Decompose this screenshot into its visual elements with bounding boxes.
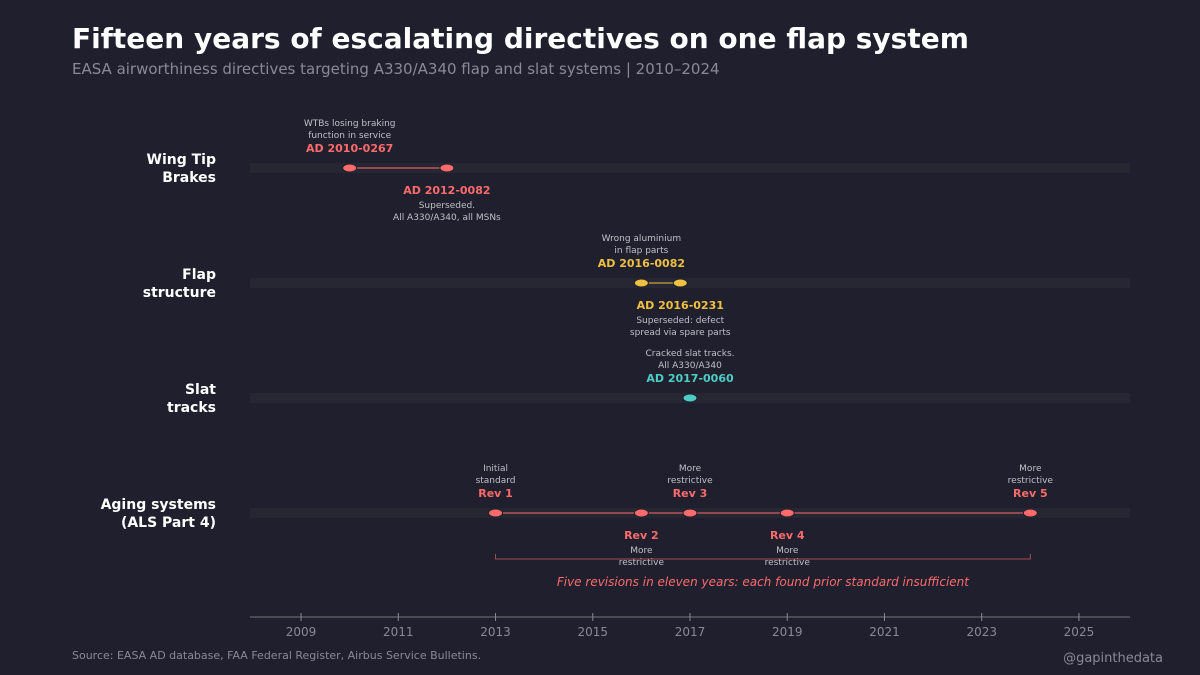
event-marker (672, 278, 688, 288)
x-tick-label: 2021 (869, 625, 900, 639)
event-title: Rev 3 (673, 487, 708, 500)
event-note: function in service (308, 131, 391, 141)
row-label: (ALS Part 4) (121, 515, 216, 531)
x-tick-label: 2023 (966, 625, 997, 639)
row-label: tracks (167, 400, 216, 416)
event-note: Wrong aluminium (602, 234, 681, 244)
x-tick-label: 2011 (383, 625, 414, 639)
row-label: Brakes (162, 170, 216, 186)
event-title: AD 2017-0060 (646, 372, 734, 385)
event-marker (342, 163, 358, 173)
event-note: WTBs losing braking (304, 119, 396, 129)
event-note: in flap parts (614, 246, 668, 256)
annotation-bracket (495, 554, 1031, 560)
row-label: structure (143, 285, 216, 301)
x-tick-label: 2025 (1064, 625, 1095, 639)
source-note: Source: EASA AD database, FAA Federal Re… (72, 649, 482, 662)
event-title: AD 2016-0231 (637, 299, 724, 312)
event-note: spread via spare parts (630, 328, 731, 338)
x-tick-label: 2013 (480, 625, 511, 639)
row-track (250, 278, 1130, 288)
event-note: All A330/A340, all MSNs (393, 213, 501, 223)
event-note: Superseded. (419, 201, 475, 211)
row-label: Slat (185, 382, 216, 398)
event-note: Cracked slat tracks. (646, 349, 735, 359)
chart-title: Fifteen years of escalating directives o… (72, 22, 969, 55)
event-title: Rev 5 (1013, 487, 1048, 500)
row-label: Flap (182, 267, 216, 283)
x-tick-label: 2015 (577, 625, 608, 639)
event-note: All A330/A340 (658, 361, 722, 371)
x-tick-label: 2017 (675, 625, 706, 639)
event-marker (1022, 508, 1038, 518)
event-note: restrictive (667, 476, 713, 486)
event-marker (682, 508, 698, 518)
x-tick-label: 2019 (772, 625, 803, 639)
event-note: restrictive (1008, 476, 1054, 486)
event-marker (633, 508, 649, 518)
event-marker (488, 508, 504, 518)
event-marker (439, 163, 455, 173)
event-title: Rev 2 (624, 529, 659, 542)
event-note: More (1019, 464, 1042, 474)
chart-subtitle: EASA airworthiness directives targeting … (72, 60, 720, 78)
event-title: Rev 1 (478, 487, 513, 500)
event-title: AD 2012-0082 (403, 184, 490, 197)
row-label: Wing Tip (147, 152, 216, 168)
event-note: More (679, 464, 702, 474)
x-tick-label: 2009 (286, 625, 317, 639)
event-note: standard (476, 476, 516, 486)
annotation-text: Five revisions in eleven years: each fou… (557, 575, 970, 589)
event-marker (779, 508, 795, 518)
event-note: Initial (483, 464, 508, 474)
event-marker (682, 393, 698, 403)
event-note: Superseded: defect (636, 316, 724, 326)
event-note: restrictive (619, 558, 665, 568)
row-track (250, 163, 1130, 173)
event-note: More (776, 546, 799, 556)
event-title: AD 2010-0267 (306, 142, 393, 155)
row-label: Aging systems (101, 497, 216, 513)
credit: @gapinthedata (1063, 651, 1163, 666)
event-marker (633, 278, 649, 288)
event-title: Rev 4 (770, 529, 805, 542)
event-note: More (630, 546, 653, 556)
event-title: AD 2016-0082 (598, 257, 685, 270)
event-note: restrictive (765, 558, 811, 568)
